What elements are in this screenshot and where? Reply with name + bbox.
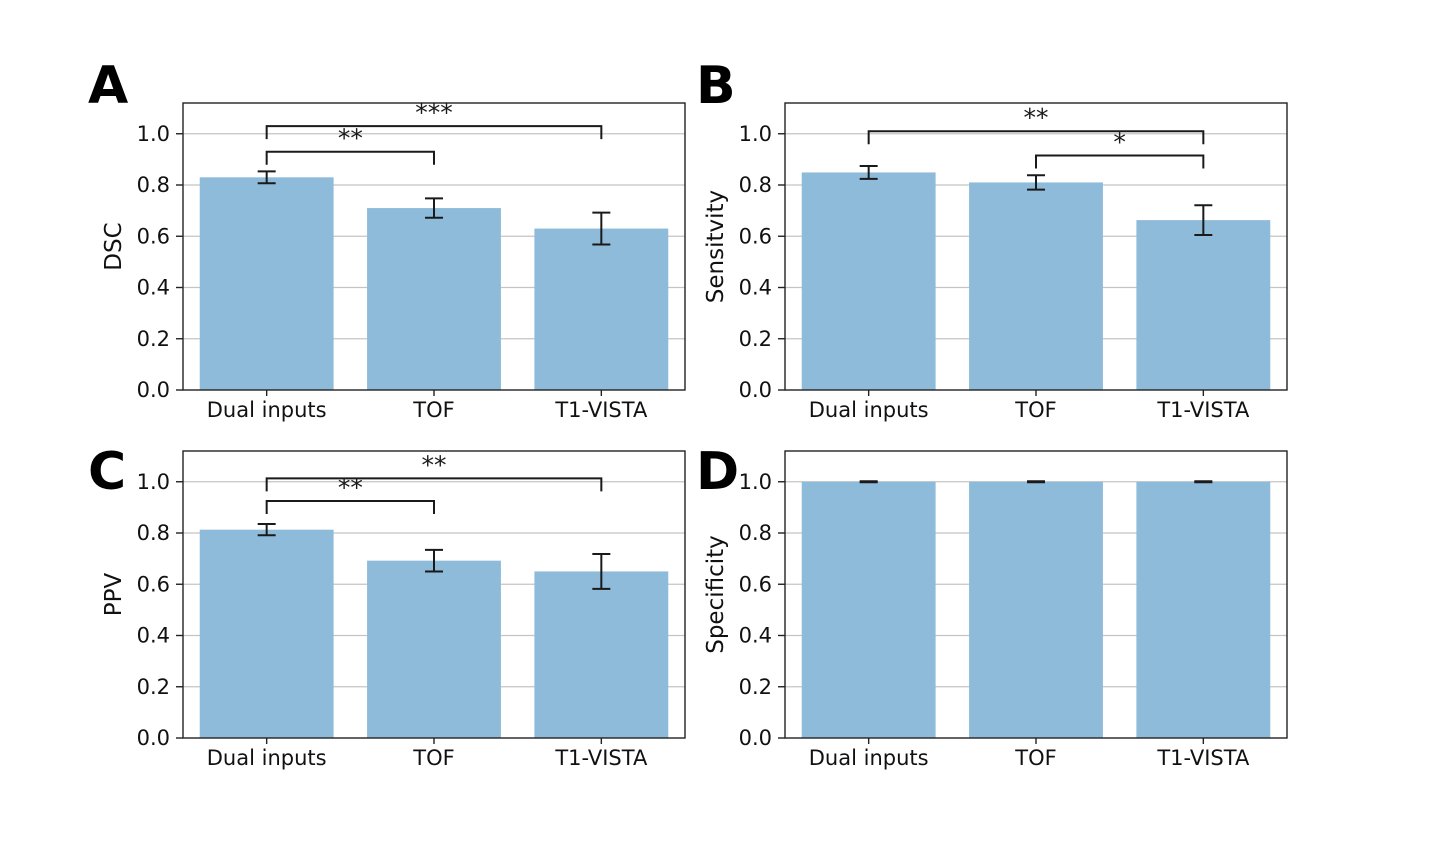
- y-tick-label: 0.0: [739, 378, 772, 402]
- significance-bracket: [1035, 154, 1205, 169]
- panel-letter-d: D: [696, 442, 740, 502]
- y-tick-label: 0.4: [137, 624, 170, 648]
- significance-stars: **: [338, 473, 363, 502]
- significance-stars: ***: [415, 98, 453, 127]
- panel-letter-a: A: [88, 56, 129, 116]
- bar-t1-vista: [534, 571, 669, 738]
- bar-dual-inputs: [801, 481, 936, 738]
- y-axis-label: Sensitvity: [703, 190, 729, 303]
- y-tick-label: 1.0: [739, 122, 772, 146]
- significance-stars: **: [422, 450, 447, 479]
- y-tick-label: 0.6: [739, 224, 772, 248]
- y-tick-label: 0.6: [137, 224, 170, 248]
- significance-bracket: [265, 150, 435, 165]
- bar-dual-inputs: [199, 177, 334, 390]
- x-category-label: T1-VISTA: [1156, 398, 1250, 422]
- bar-t1-vista: [534, 228, 669, 390]
- y-tick-label: 0.2: [137, 675, 170, 699]
- bar-tof: [969, 182, 1103, 390]
- y-tick-label: 1.0: [739, 470, 772, 494]
- panel-letter-c: C: [88, 442, 127, 502]
- y-tick-label: 0.0: [137, 378, 170, 402]
- bar-t1-vista: [1136, 481, 1271, 738]
- y-axis-label: Specificity: [703, 535, 729, 654]
- y-tick-label: 0.6: [137, 572, 170, 596]
- bar-tof: [367, 208, 501, 390]
- bar-tof: [969, 481, 1103, 738]
- x-category-label: Dual inputs: [809, 746, 929, 770]
- y-axis-label: DSC: [101, 222, 127, 270]
- y-tick-label: 1.0: [137, 470, 170, 494]
- y-tick-label: 0.2: [137, 327, 170, 351]
- x-category-label: T1-VISTA: [554, 398, 648, 422]
- y-tick-label: 0.0: [739, 726, 772, 750]
- y-tick-label: 0.4: [739, 624, 772, 648]
- y-tick-label: 0.0: [137, 726, 170, 750]
- significance-stars: *: [1113, 128, 1126, 157]
- y-tick-label: 0.2: [739, 327, 772, 351]
- y-tick-label: 0.8: [739, 521, 772, 545]
- bar-t1-vista: [1136, 220, 1271, 390]
- significance-bracket: [265, 499, 435, 514]
- bar-dual-inputs: [801, 172, 936, 390]
- y-tick-label: 0.2: [739, 675, 772, 699]
- significance-bracket: [265, 125, 603, 140]
- x-category-label: T1-VISTA: [1156, 746, 1250, 770]
- bar-dual-inputs: [199, 529, 334, 738]
- x-category-label: TOF: [1014, 746, 1056, 770]
- y-tick-label: 0.8: [739, 173, 772, 197]
- bar-tof: [367, 560, 501, 738]
- y-tick-label: 0.6: [739, 572, 772, 596]
- significance-stars: **: [1024, 103, 1049, 132]
- y-tick-label: 0.4: [739, 276, 772, 300]
- panel-letter-b: B: [696, 56, 736, 116]
- y-axis-label: PPV: [101, 573, 127, 617]
- significance-bracket: [265, 477, 603, 492]
- y-tick-label: 1.0: [137, 122, 170, 146]
- y-tick-label: 0.4: [137, 276, 170, 300]
- x-category-label: T1-VISTA: [554, 746, 648, 770]
- y-tick-label: 0.8: [137, 173, 170, 197]
- x-category-label: TOF: [1014, 398, 1056, 422]
- y-tick-label: 0.8: [137, 521, 170, 545]
- x-category-label: TOF: [412, 398, 454, 422]
- x-category-label: Dual inputs: [207, 398, 327, 422]
- significance-stars: **: [338, 124, 363, 153]
- x-category-label: TOF: [412, 746, 454, 770]
- significance-bracket: [867, 130, 1205, 145]
- x-category-label: Dual inputs: [207, 746, 327, 770]
- x-category-label: Dual inputs: [809, 398, 929, 422]
